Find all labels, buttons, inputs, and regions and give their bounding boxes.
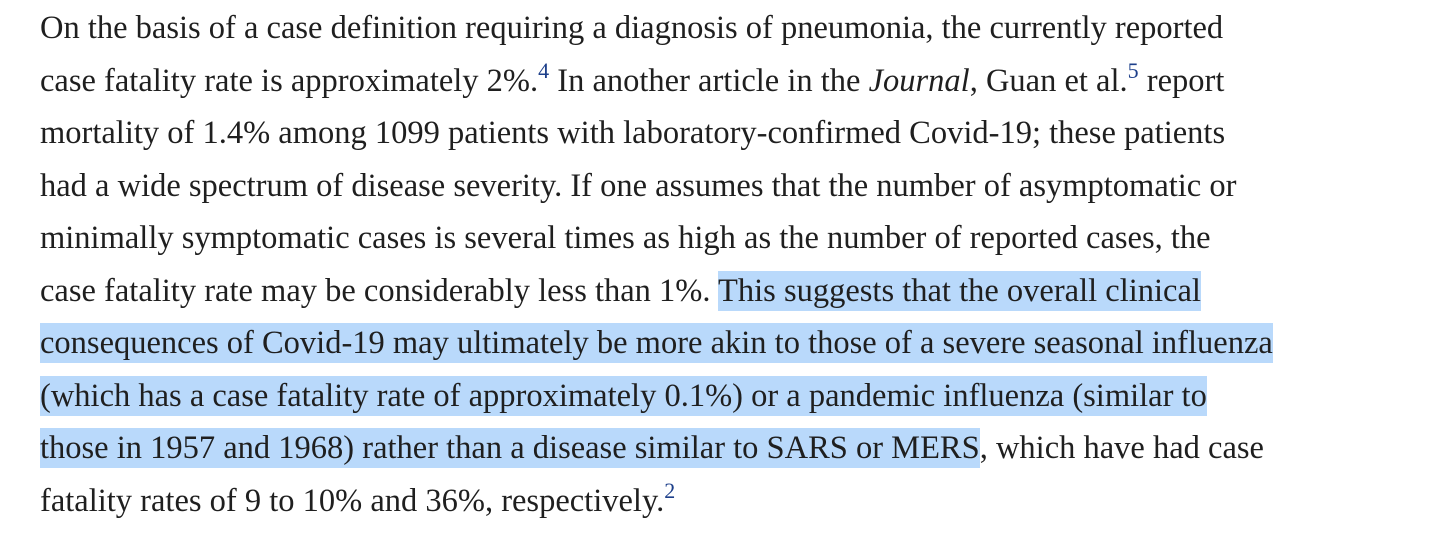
line-7: consequences of Covid-19 may ultimately … xyxy=(40,317,1416,370)
highlighted-selection[interactable]: (which has a case fatality rate of appro… xyxy=(40,377,1207,414)
text-segment: had a wide spectrum of disease severity.… xyxy=(40,167,1237,204)
text-segment: , Guan et al. xyxy=(969,62,1128,99)
journal-name: Journal xyxy=(868,62,970,99)
line-9: those in 1957 and 1968) rather than a di… xyxy=(40,422,1416,475)
line-1: On the basis of a case definition requir… xyxy=(40,2,1416,55)
line-5: minimally symptomatic cases is several t… xyxy=(40,212,1416,265)
text-segment: case fatality rate is approximately 2%. xyxy=(40,62,539,99)
line-8: (which has a case fatality rate of appro… xyxy=(40,370,1416,423)
line-3: mortality of 1.4% among 1099 patients wi… xyxy=(40,107,1416,160)
text-segment: minimally symptomatic cases is several t… xyxy=(40,220,1211,256)
text-segment: In another article in the xyxy=(549,62,869,99)
highlighted-selection[interactable]: This suggests that the overall clinical xyxy=(718,272,1201,309)
text-segment: case fatality rate may be considerably l… xyxy=(40,272,719,309)
reference-link-4[interactable]: 4 xyxy=(538,57,550,83)
reference-link-2[interactable]: 2 xyxy=(664,477,676,503)
text-segment: fatality rates of 9 to 10% and 36%, resp… xyxy=(40,482,665,519)
article-paragraph: On the basis of a case definition requir… xyxy=(40,2,1416,527)
text-segment: On the basis of a case definition requir… xyxy=(40,10,1224,46)
reference-link-5[interactable]: 5 xyxy=(1127,57,1139,83)
text-segment: report xyxy=(1138,62,1225,99)
highlighted-selection[interactable]: those in 1957 and 1968) rather than a di… xyxy=(40,430,980,466)
line-10: fatality rates of 9 to 10% and 36%, resp… xyxy=(40,475,1416,528)
line-2: case fatality rate is approximately 2%.4… xyxy=(40,55,1416,108)
line-6: case fatality rate may be considerably l… xyxy=(40,265,1416,318)
highlighted-selection[interactable]: consequences of Covid-19 may ultimately … xyxy=(40,325,1273,361)
text-segment: mortality of 1.4% among 1099 patients wi… xyxy=(40,115,1226,151)
text-segment: , which have had case xyxy=(979,430,1264,466)
line-4: had a wide spectrum of disease severity.… xyxy=(40,160,1416,213)
